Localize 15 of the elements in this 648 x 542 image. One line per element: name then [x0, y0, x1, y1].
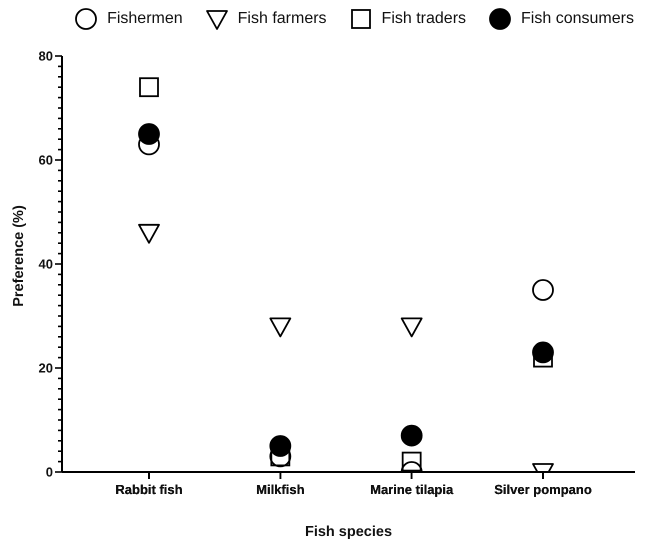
- y-tick-label: 40: [38, 256, 53, 272]
- y-axis-title: Preference (%): [11, 205, 28, 307]
- y-tick-label: 60: [38, 152, 53, 168]
- y-tick-label: 80: [38, 48, 53, 64]
- x-tick-label: Silver pompano: [494, 482, 592, 498]
- legend-label: Fish traders: [382, 10, 466, 28]
- x-tick-label: Rabbit fish: [115, 482, 183, 498]
- x-tick-label: Marine tilapia: [370, 482, 454, 498]
- y-tick-label: 20: [38, 360, 53, 376]
- x-tick-label: Milkfish: [256, 482, 305, 498]
- y-tick-label: 0: [46, 464, 53, 480]
- legend-label: Fishermen: [107, 10, 183, 28]
- legend-label: Fish consumers: [521, 10, 634, 28]
- legend-label: Fish farmers: [238, 10, 327, 28]
- x-axis-title: Fish species: [304, 524, 392, 540]
